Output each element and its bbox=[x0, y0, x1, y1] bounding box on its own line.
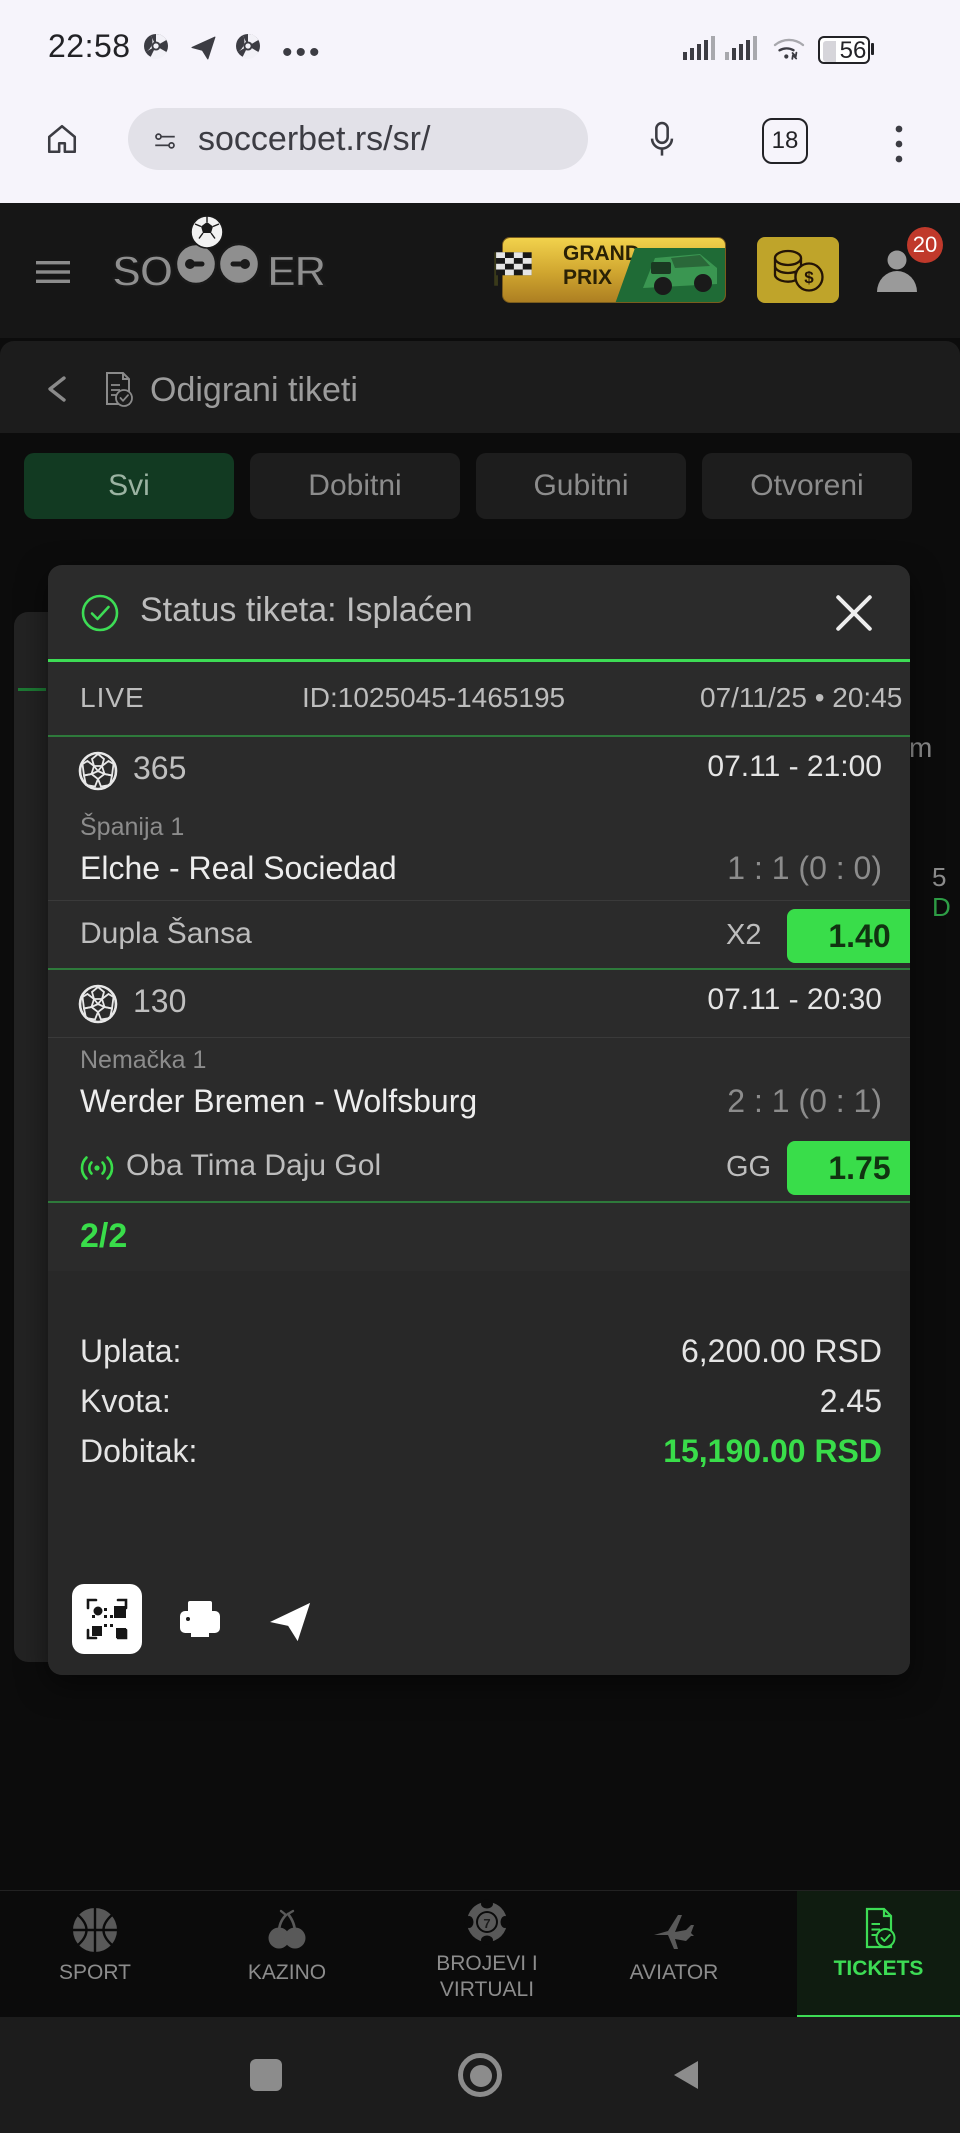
svg-text:$: $ bbox=[804, 268, 814, 287]
svg-text:ER: ER bbox=[267, 247, 325, 296]
svg-text:7: 7 bbox=[483, 1916, 490, 1931]
svg-text:SO: SO bbox=[112, 247, 172, 296]
